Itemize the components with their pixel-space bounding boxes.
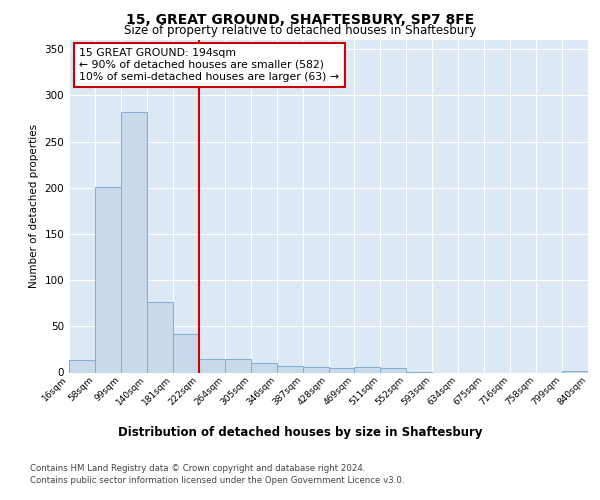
Bar [147, 302, 173, 372]
Bar [251, 364, 277, 372]
Bar [562, 370, 588, 372]
Text: 15 GREAT GROUND: 194sqm
← 90% of detached houses are smaller (582)
10% of semi-d: 15 GREAT GROUND: 194sqm ← 90% of detache… [79, 48, 340, 82]
Text: 15, GREAT GROUND, SHAFTESBURY, SP7 8FE: 15, GREAT GROUND, SHAFTESBURY, SP7 8FE [126, 12, 474, 26]
Text: Contains HM Land Registry data © Crown copyright and database right 2024.: Contains HM Land Registry data © Crown c… [30, 464, 365, 473]
Bar [121, 112, 147, 372]
Text: Distribution of detached houses by size in Shaftesbury: Distribution of detached houses by size … [118, 426, 482, 439]
Bar [329, 368, 355, 372]
Bar [302, 367, 329, 372]
Bar [225, 358, 251, 372]
Y-axis label: Number of detached properties: Number of detached properties [29, 124, 39, 288]
Bar [69, 360, 95, 372]
Bar [199, 358, 224, 372]
Bar [355, 367, 380, 372]
Bar [95, 187, 121, 372]
Text: Size of property relative to detached houses in Shaftesbury: Size of property relative to detached ho… [124, 24, 476, 37]
Bar [380, 368, 406, 372]
Bar [277, 366, 302, 372]
Bar [173, 334, 199, 372]
Text: Contains public sector information licensed under the Open Government Licence v3: Contains public sector information licen… [30, 476, 404, 485]
